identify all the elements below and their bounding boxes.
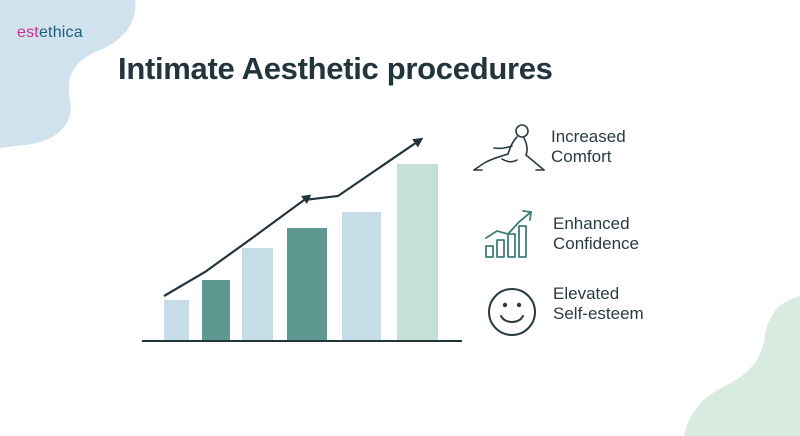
- benefit-selfesteem-line2: Self-esteem: [553, 304, 644, 323]
- smiley-face-icon: [488, 288, 536, 336]
- chart-bar-5: [342, 212, 381, 340]
- chart-bar-3: [242, 248, 273, 340]
- relaxing-person-icon: [473, 124, 545, 171]
- brand-logo-part2: ethica: [38, 24, 83, 41]
- page-title: Intimate Aesthetic procedures: [118, 51, 553, 86]
- benefit-comfort-line1: Increased: [551, 127, 626, 146]
- chart-bar-4: [287, 228, 327, 340]
- chart-bar-1: [164, 300, 189, 340]
- benefit-comfort-label: Increased Comfort: [551, 127, 626, 167]
- chart-bar-6: [397, 164, 438, 340]
- brand-logo[interactable]: estethica: [17, 24, 83, 42]
- chart-bar-2: [202, 280, 230, 340]
- benefit-comfort-line2: Comfort: [551, 147, 612, 166]
- benefit-confidence-label: Enhanced Confidence: [553, 214, 639, 254]
- benefit-selfesteem-label: Elevated Self-esteem: [553, 284, 644, 324]
- benefit-confidence-line2: Confidence: [553, 234, 640, 253]
- decorative-blob-bottom-right: [684, 296, 800, 436]
- trend-arrow-line: [163, 137, 424, 297]
- trend-arrow-mid-head: [301, 194, 312, 205]
- benefit-confidence-line1: Enhanced: [553, 214, 630, 233]
- decorative-blob-top-left: [0, 0, 136, 148]
- benefit-selfesteem-line1: Elevated: [553, 284, 620, 303]
- growth-bars-icon: [485, 210, 532, 258]
- brand-logo-part1: est: [17, 24, 39, 41]
